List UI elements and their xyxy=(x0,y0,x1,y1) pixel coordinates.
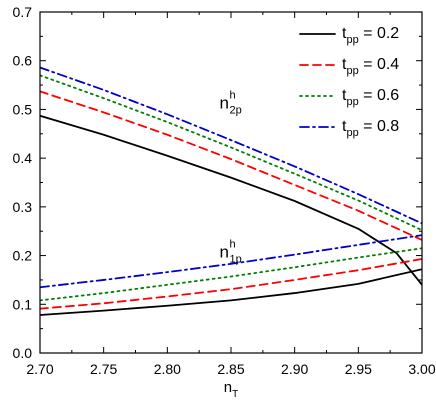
series-line-n2p-black xyxy=(40,114,422,286)
legend-label-red: tpp = 0.4 xyxy=(342,56,399,77)
legend-suffix: = 0.4 xyxy=(359,56,400,73)
legend-suffix: = 0.2 xyxy=(359,25,400,42)
y-tick-label: 0.2 xyxy=(13,248,33,264)
curve-label-2p-sup: h xyxy=(230,89,236,101)
x-axis-label-base: n xyxy=(224,379,232,396)
x-axis-label: nT xyxy=(224,379,238,400)
y-tick-label: 0.4 xyxy=(13,150,33,166)
series-line-n1p-blue xyxy=(40,234,422,289)
legend-suffix: = 0.8 xyxy=(359,118,400,135)
y-tick-label: 0.0 xyxy=(13,345,33,361)
legend-label-green: tpp = 0.6 xyxy=(342,87,399,108)
x-tick-label: 2.80 xyxy=(154,361,181,377)
curve-label-1p-sup: h xyxy=(230,239,236,251)
series-line-n1p-black xyxy=(40,268,422,316)
curve-label-1p-base: n xyxy=(220,243,229,262)
legend-label-blue: tpp = 0.8 xyxy=(342,118,399,139)
y-tick-label: 0.1 xyxy=(13,296,33,312)
x-axis-label-sub: T xyxy=(232,389,238,400)
series-line-n2p-red xyxy=(40,90,422,241)
legend-subscript: pp xyxy=(346,96,358,108)
labels-layer: 2.70 2.75 2.80 2.85 2.90 2.95 3.00 0.0 0.1 0.2 0.3… xyxy=(13,4,436,400)
legend-prefix: t xyxy=(342,25,347,42)
curve-label-1p-sub: 1p xyxy=(230,254,242,266)
y-tick-label: 0.3 xyxy=(13,199,33,215)
series-line-n2p-green xyxy=(40,74,422,232)
legend-prefix: t xyxy=(342,118,347,135)
y-tick-label: 0.6 xyxy=(13,53,33,69)
y-tick-label: 0.7 xyxy=(13,4,33,20)
x-tick-label: 2.90 xyxy=(281,361,308,377)
x-tick-label: 2.70 xyxy=(26,361,53,377)
curve-label-2p-base: n xyxy=(220,93,229,112)
curve-label-2p-sub: 2p xyxy=(230,104,242,116)
ticks-layer xyxy=(39,11,423,354)
series-line-n1p-green xyxy=(40,247,422,302)
x-tick-label: 2.75 xyxy=(90,361,117,377)
x-tick-label: 2.85 xyxy=(217,361,244,377)
legend-subscript: pp xyxy=(346,34,358,46)
x-tick-label: 3.00 xyxy=(408,361,435,377)
series-line-n1p-red xyxy=(40,258,422,310)
x-tick-label: 2.95 xyxy=(345,361,372,377)
legend-subscript: pp xyxy=(346,127,358,139)
y-tick-label: 0.5 xyxy=(13,101,33,117)
legend-subscript: pp xyxy=(346,65,358,77)
series-line-n2p-blue xyxy=(40,66,422,225)
legend-prefix: t xyxy=(342,87,347,104)
legend-suffix: = 0.6 xyxy=(359,87,400,104)
series-layer xyxy=(40,66,422,316)
legend-prefix: t xyxy=(342,56,347,73)
legend-label-black: tpp = 0.2 xyxy=(342,25,399,46)
